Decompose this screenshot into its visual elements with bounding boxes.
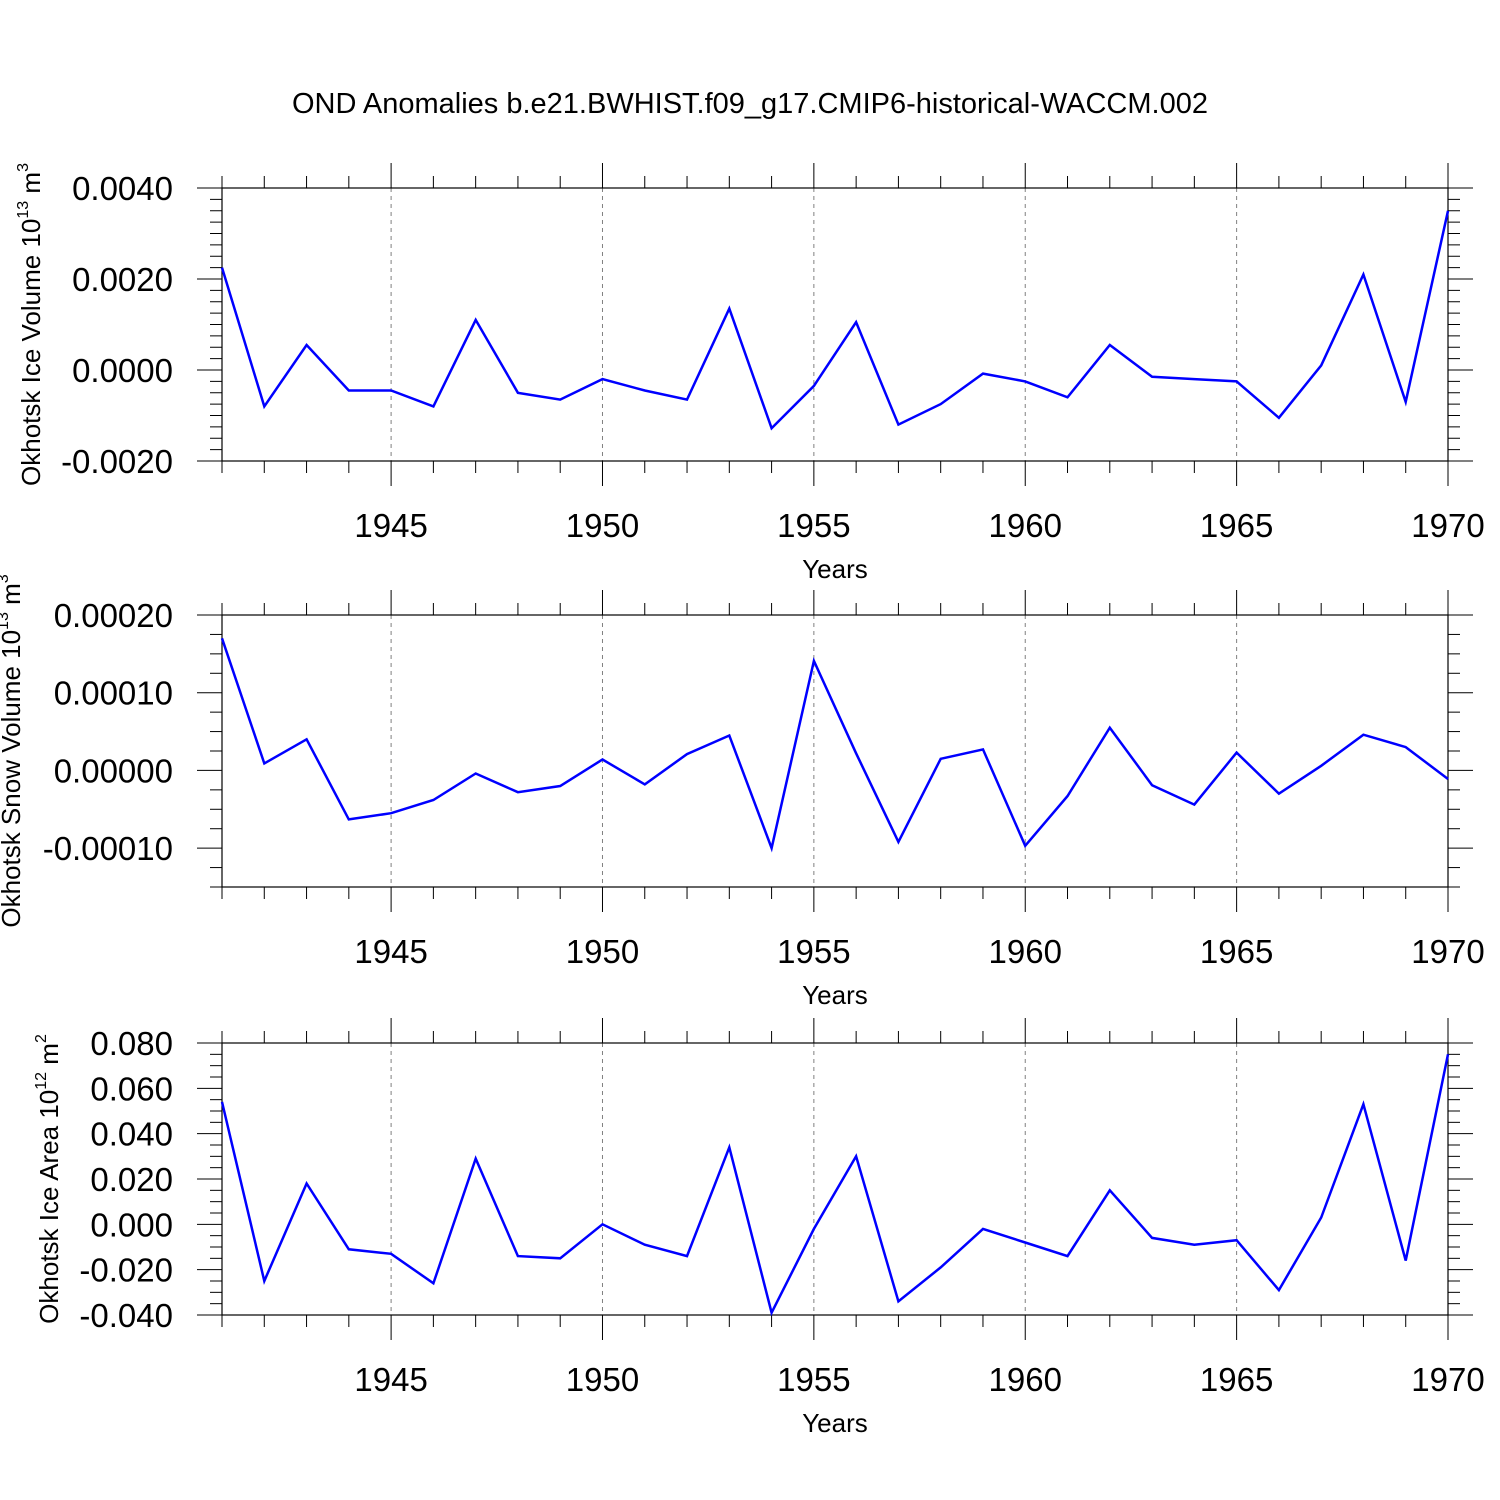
plot-frame bbox=[221, 614, 1449, 888]
x-axis-label: Years bbox=[802, 980, 868, 1010]
x-tick-label: 1945 bbox=[354, 1361, 427, 1398]
y-tick-label: 0.0040 bbox=[72, 170, 173, 207]
y-axis-label-exponent: 2 bbox=[33, 1034, 50, 1043]
y-axis-label-exponent: 13 bbox=[0, 612, 12, 630]
y-axis-label-text: Okhotsk Ice Volume 10 bbox=[16, 219, 46, 486]
x-tick-label: 1955 bbox=[777, 507, 850, 544]
x-tick-label: 1960 bbox=[989, 933, 1062, 970]
x-tick-label: 1970 bbox=[1411, 933, 1484, 970]
series-line bbox=[220, 1054, 1450, 1317]
y-axis-label: Okhotsk Ice Volume 1013 m3 bbox=[15, 163, 46, 486]
y-tick-label: 0.000 bbox=[90, 1206, 173, 1243]
y-tick-label: 0.00020 bbox=[54, 597, 173, 634]
y-tick-label: 0.080 bbox=[90, 1025, 173, 1062]
panel-ice-volume: 1945 1950 1955 1960 1965 1970 Years -0.0020 0.00… bbox=[15, 163, 1485, 584]
y-axis-label-exponent: 3 bbox=[15, 163, 32, 172]
y-tick-label: 0.0000 bbox=[72, 352, 173, 389]
figure-title: OND Anomalies b.e21.BWHIST.f09_g17.CMIP6… bbox=[292, 88, 1208, 120]
x-tick-label: 1960 bbox=[989, 507, 1062, 544]
y-axis-label-text: Okhotsk Ice Area 10 bbox=[34, 1090, 64, 1324]
x-tick-label: 1950 bbox=[566, 1361, 639, 1398]
panel-snow-volume: 1945 1950 1955 1960 1965 1970 Years -0.00010 0.0… bbox=[0, 574, 1485, 1010]
y-axis-label-text: Okhotsk Snow Volume 10 bbox=[0, 630, 26, 928]
y-tick-label: 0.020 bbox=[90, 1161, 173, 1198]
y-axis-label-exponent: 12 bbox=[33, 1072, 50, 1090]
x-tick-label: 1965 bbox=[1200, 1361, 1273, 1398]
y-axis-label-exponent: 3 bbox=[0, 574, 12, 583]
panel-ice-area: 1945 1950 1955 1960 1965 1970 Years -0.040 -0.02… bbox=[33, 1018, 1485, 1438]
plot-frame bbox=[221, 187, 1449, 462]
y-tick-label: 0.00000 bbox=[54, 752, 173, 789]
y-tick-label: 0.040 bbox=[90, 1116, 173, 1153]
x-tick-label: 1950 bbox=[566, 507, 639, 544]
x-tick-label: 1965 bbox=[1200, 933, 1273, 970]
x-tick-label: 1970 bbox=[1411, 1361, 1484, 1398]
y-axis-label-unit: m bbox=[16, 172, 46, 201]
x-axis-label: Years bbox=[802, 1408, 868, 1438]
x-tick-label: 1950 bbox=[566, 933, 639, 970]
x-tick-label: 1955 bbox=[777, 933, 850, 970]
y-axis-label-unit: m bbox=[0, 583, 26, 612]
y-axis-label: Okhotsk Snow Volume 1013 m3 bbox=[0, 574, 26, 927]
y-tick-label: -0.00010 bbox=[43, 830, 173, 867]
y-axis-label: Okhotsk Ice Area 1012 m2 bbox=[33, 1034, 64, 1324]
x-tick-label: 1945 bbox=[354, 507, 427, 544]
x-tick-label: 1960 bbox=[989, 1361, 1062, 1398]
series-line bbox=[220, 637, 1449, 853]
y-axis-label-unit: m bbox=[34, 1043, 64, 1072]
series-line bbox=[220, 210, 1450, 431]
x-axis-label: Years bbox=[802, 554, 868, 584]
y-tick-label: -0.0020 bbox=[61, 443, 173, 480]
x-tick-label: 1955 bbox=[777, 1361, 850, 1398]
y-axis-label-exponent: 13 bbox=[15, 201, 32, 219]
y-tick-label: 0.0020 bbox=[72, 261, 173, 298]
y-tick-label: -0.040 bbox=[79, 1297, 173, 1334]
y-tick-label: 0.060 bbox=[90, 1070, 173, 1107]
x-tick-label: 1945 bbox=[354, 933, 427, 970]
y-tick-label: -0.020 bbox=[79, 1252, 173, 1289]
x-tick-label: 1970 bbox=[1411, 507, 1484, 544]
y-tick-label: 0.00010 bbox=[54, 675, 173, 712]
x-tick-label: 1965 bbox=[1200, 507, 1273, 544]
